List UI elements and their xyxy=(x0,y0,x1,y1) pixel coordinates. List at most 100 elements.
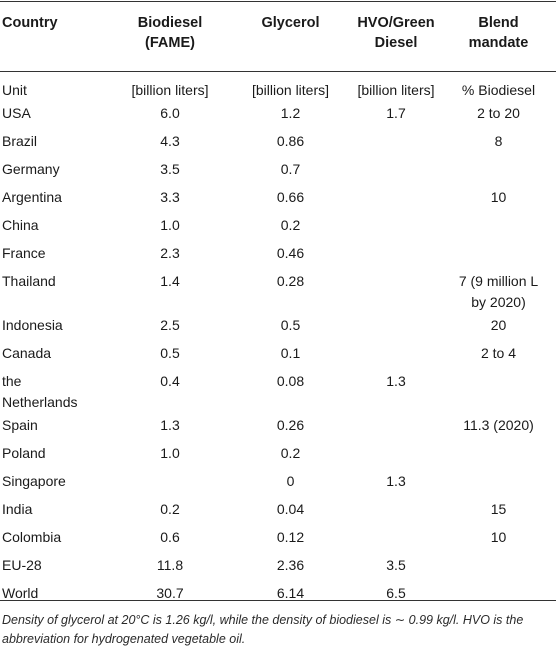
cell-hvo xyxy=(351,497,441,525)
header-glycerol: Glycerol xyxy=(261,15,320,31)
cell-biodiesel: 11.8 xyxy=(156,557,184,573)
cell-biodiesel: 1.3 xyxy=(160,417,180,433)
cell-glycerol: 0.08 xyxy=(276,373,305,389)
unit-mandate: % Biodiesel xyxy=(461,82,536,98)
cell-biodiesel: 4.3 xyxy=(160,133,180,149)
cell-mandate xyxy=(441,553,556,581)
cell-glycerol: 0.2 xyxy=(280,217,301,233)
cell-country: India xyxy=(2,501,33,517)
cell-glycerol: 0 xyxy=(286,473,295,489)
cell-mandate: 10 xyxy=(490,529,507,545)
cell-biodiesel: 0.6 xyxy=(160,529,180,545)
cell-mandate: 11.3 (2020) xyxy=(463,417,534,433)
cell-country: Poland xyxy=(2,445,46,461)
cell-biodiesel: 30.7 xyxy=(156,585,184,601)
table-row: Colombia 0.6 0.12 10 xyxy=(0,525,556,553)
cell-country: China xyxy=(2,217,39,233)
table-row: China 1.0 0.2 xyxy=(0,213,556,241)
cell-country: the Netherlands xyxy=(2,373,78,410)
cell-hvo: 6.5 xyxy=(386,585,406,601)
cell-mandate xyxy=(441,469,556,497)
cell-glycerol: 0.1 xyxy=(280,345,301,361)
table-row: World 30.7 6.14 6.5 xyxy=(0,581,556,609)
cell-glycerol: 0.66 xyxy=(276,189,305,205)
cell-mandate xyxy=(441,213,556,241)
cell-mandate: 8 xyxy=(494,133,503,149)
cell-mandate xyxy=(441,241,556,269)
cell-biodiesel: 3.3 xyxy=(160,189,180,205)
cell-hvo: 3.5 xyxy=(386,557,406,573)
cell-hvo xyxy=(351,313,441,341)
cell-hvo: 1.7 xyxy=(386,105,406,121)
cell-hvo xyxy=(351,241,441,269)
cell-glycerol: 6.14 xyxy=(276,585,305,601)
cell-glycerol: 0.04 xyxy=(276,501,305,517)
cell-hvo xyxy=(351,525,441,553)
table-row: Poland 1.0 0.2 xyxy=(0,441,556,469)
table-row: EU-28 11.8 2.36 3.5 xyxy=(0,553,556,581)
cell-country: Spain xyxy=(2,417,38,433)
cell-country: Singapore xyxy=(2,473,66,489)
cell-country: USA xyxy=(2,105,31,121)
cell-hvo: 1.3 xyxy=(386,373,406,389)
cell-biodiesel: 2.3 xyxy=(160,245,180,261)
unit-label: Unit xyxy=(2,82,27,98)
header-country: Country xyxy=(2,15,58,31)
cell-glycerol: 0.26 xyxy=(276,417,305,433)
table-row: the Netherlands 0.4 0.08 1.3 xyxy=(0,369,556,413)
cell-glycerol: 0.28 xyxy=(276,273,305,289)
cell-hvo xyxy=(351,129,441,157)
table-row: France 2.3 0.46 xyxy=(0,241,556,269)
cell-country: Thailand xyxy=(2,273,56,289)
cell-biodiesel: 3.5 xyxy=(160,161,180,177)
cell-country: Argentina xyxy=(2,189,62,205)
unit-row: Unit [billion liters] [billion liters] [… xyxy=(0,72,556,101)
cell-country: Canada xyxy=(2,345,52,361)
table-row: Canada 0.5 0.1 2 to 4 xyxy=(0,341,556,369)
cell-hvo xyxy=(351,157,441,185)
table-top-rule xyxy=(0,1,556,2)
cell-country: Brazil xyxy=(2,133,38,149)
cell-hvo xyxy=(351,441,441,469)
cell-country: Germany xyxy=(2,161,60,177)
table-bottom-rule xyxy=(0,600,556,601)
cell-biodiesel: 6.0 xyxy=(160,105,180,121)
cell-biodiesel: 0.4 xyxy=(160,373,180,389)
table-row: Indonesia 2.5 0.5 20 xyxy=(0,313,556,341)
unit-glycerol: [billion liters] xyxy=(251,82,330,98)
cell-country: Indonesia xyxy=(2,317,63,333)
cell-mandate: 2 to 20 xyxy=(477,105,520,121)
cell-country: EU-28 xyxy=(2,557,42,573)
table-row: Spain 1.3 0.26 11.3 (2020) xyxy=(0,413,556,441)
cell-mandate: 2 to 4 xyxy=(480,345,517,361)
cell-country: World xyxy=(2,585,39,601)
cell-mandate xyxy=(441,157,556,185)
cell-glycerol: 0.5 xyxy=(280,317,301,333)
cell-hvo xyxy=(351,413,441,441)
table-row: Brazil 4.3 0.86 8 xyxy=(0,129,556,157)
cell-hvo: 1.3 xyxy=(386,473,406,489)
cell-mandate: 15 xyxy=(490,501,507,517)
cell-biodiesel: 1.4 xyxy=(160,273,180,289)
cell-mandate xyxy=(441,441,556,469)
cell-mandate: 10 xyxy=(490,189,507,205)
unit-biodiesel: [billion liters] xyxy=(131,82,209,98)
table-row: India 0.2 0.04 15 xyxy=(0,497,556,525)
cell-glycerol: 0.12 xyxy=(276,529,305,545)
cell-hvo xyxy=(351,185,441,213)
table-row: Germany 3.5 0.7 xyxy=(0,157,556,185)
cell-hvo xyxy=(351,269,441,313)
table-row: Singapore 0 1.3 xyxy=(0,469,556,497)
cell-biodiesel: 2.5 xyxy=(160,317,180,333)
cell-country: Colombia xyxy=(2,529,62,545)
cell-glycerol: 0.86 xyxy=(276,133,305,149)
table-header-rule xyxy=(0,71,556,72)
cell-glycerol: 0.7 xyxy=(280,161,301,177)
cell-mandate xyxy=(441,369,556,413)
cell-glycerol: 0.2 xyxy=(280,445,301,461)
header-blend-mandate: Blend mandate xyxy=(468,15,529,51)
cell-country: France xyxy=(2,245,46,261)
table-row: Argentina 3.3 0.66 10 xyxy=(0,185,556,213)
